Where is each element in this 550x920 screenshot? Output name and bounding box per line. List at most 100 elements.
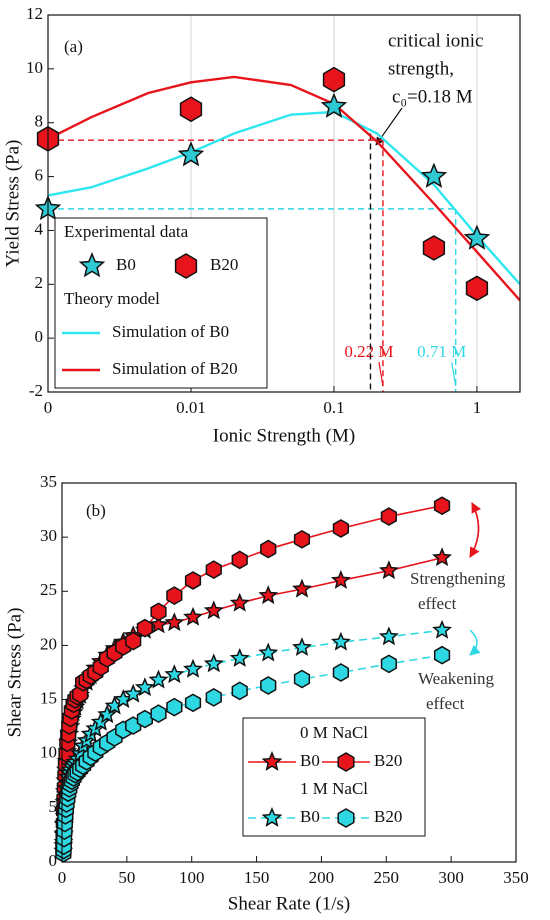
hexagon-marker bbox=[150, 704, 167, 724]
hexagon-marker bbox=[293, 669, 311, 689]
y-tick-label: 15 bbox=[40, 688, 57, 707]
x-tick-label: 0.01 bbox=[176, 398, 206, 417]
panel-label: (a) bbox=[64, 37, 83, 56]
legend-title: 1 M NaCl bbox=[300, 779, 368, 798]
x-tick-label: 200 bbox=[309, 868, 335, 887]
legend-label: B20 bbox=[210, 255, 238, 274]
legend-title: 0 M NaCl bbox=[300, 723, 368, 742]
hexagon-marker bbox=[231, 681, 248, 701]
series-line bbox=[47, 75, 521, 302]
x-axis-label: Shear Rate (1/s) bbox=[228, 893, 350, 914]
y-tick-label: 10 bbox=[40, 743, 57, 762]
legend-label: B0 bbox=[300, 751, 320, 770]
x-tick-label: 50 bbox=[118, 868, 135, 887]
star-marker bbox=[134, 677, 155, 697]
hexagon-marker bbox=[166, 697, 183, 717]
hexagon-marker bbox=[380, 654, 397, 674]
star-marker bbox=[258, 642, 279, 662]
hexagon-marker bbox=[337, 752, 355, 772]
annotation: effect bbox=[418, 594, 457, 613]
star-marker bbox=[320, 92, 348, 118]
hexagon-marker bbox=[184, 571, 202, 590]
x-tick-label: 0 bbox=[58, 868, 67, 887]
annotation: c₀=0.18 M bbox=[392, 86, 473, 107]
star-marker bbox=[463, 224, 491, 250]
star-marker bbox=[183, 606, 203, 626]
star-marker bbox=[420, 162, 448, 188]
star-marker bbox=[148, 614, 169, 634]
star-marker bbox=[229, 592, 250, 612]
annotation: Strengthening bbox=[410, 569, 506, 588]
star-marker bbox=[261, 807, 283, 827]
x-tick-label: 100 bbox=[179, 868, 205, 887]
annotation: strength, bbox=[388, 58, 454, 79]
y-tick-label: 35 bbox=[40, 472, 57, 491]
annotation: effect bbox=[426, 694, 465, 713]
y-tick-label: 12 bbox=[26, 4, 43, 23]
x-axis-label: Ionic Strength (M) bbox=[213, 425, 355, 446]
hexagon-marker bbox=[322, 66, 346, 93]
hexagon-marker bbox=[205, 560, 222, 579]
star-marker bbox=[292, 578, 312, 598]
star-marker bbox=[261, 751, 283, 771]
star-marker bbox=[292, 637, 312, 657]
hexagon-marker bbox=[205, 688, 222, 707]
hexagon-marker bbox=[231, 550, 248, 570]
star-marker bbox=[177, 141, 205, 167]
hexagon-marker bbox=[150, 602, 167, 622]
x-tick-label: 0.1 bbox=[323, 398, 344, 417]
hexagon-marker bbox=[433, 496, 451, 516]
y-tick-label: 10 bbox=[26, 58, 43, 77]
hexagon-marker bbox=[337, 808, 355, 828]
legend-label: B0 bbox=[300, 807, 320, 826]
star-marker bbox=[97, 704, 118, 724]
x-tick-label: 250 bbox=[374, 868, 400, 887]
x-tick-label: 0 bbox=[44, 398, 53, 417]
legend-label: B20 bbox=[374, 807, 402, 826]
plot-frame bbox=[47, 14, 521, 393]
star-marker bbox=[203, 653, 224, 673]
hexagon-marker bbox=[433, 645, 451, 665]
y-tick-label: 8 bbox=[35, 112, 44, 131]
hexagon-marker bbox=[293, 529, 311, 549]
hexagon-marker bbox=[332, 663, 349, 682]
star-marker bbox=[183, 658, 203, 678]
reference-arrow bbox=[451, 361, 457, 387]
hexagon-marker bbox=[166, 586, 183, 605]
star-marker bbox=[164, 612, 185, 632]
hexagon-marker bbox=[260, 676, 277, 695]
star-marker bbox=[229, 647, 250, 667]
panel-label: (b) bbox=[86, 501, 106, 520]
star-marker bbox=[432, 547, 453, 567]
star-marker bbox=[258, 585, 279, 605]
y-tick-label: 6 bbox=[35, 165, 44, 184]
x-tick-label: 350 bbox=[503, 868, 529, 887]
reference-label: 0.22 M bbox=[344, 342, 393, 361]
legend-title: Theory model bbox=[64, 289, 160, 308]
y-tick-label: 30 bbox=[40, 526, 57, 545]
x-tick-label: 300 bbox=[438, 868, 464, 887]
reference-arrow bbox=[378, 361, 384, 387]
arrow bbox=[469, 502, 480, 558]
arrow bbox=[469, 629, 481, 656]
annotation: Weakening bbox=[418, 669, 495, 688]
hexagon-marker bbox=[174, 253, 198, 279]
hexagon-marker bbox=[184, 693, 202, 713]
hexagon-marker bbox=[332, 519, 349, 538]
hexagon-marker bbox=[260, 539, 277, 559]
star-marker bbox=[78, 252, 106, 278]
star-marker bbox=[330, 631, 351, 651]
plot-frame bbox=[61, 482, 517, 863]
x-tick-label: 150 bbox=[244, 868, 270, 887]
y-axis-label: Shear Stress (Pa) bbox=[4, 608, 25, 738]
legend-label: Simulation of B0 bbox=[112, 322, 229, 341]
annotation: critical ionic bbox=[388, 30, 483, 51]
y-tick-label: 25 bbox=[40, 580, 57, 599]
legend-title: Experimental data bbox=[64, 222, 189, 241]
star-marker bbox=[123, 683, 144, 703]
hexagon-marker bbox=[380, 507, 397, 526]
y-tick-label: 5 bbox=[49, 797, 58, 816]
y-axis-label: Yield Stress (Pa) bbox=[2, 140, 23, 268]
hexagon-marker bbox=[422, 235, 446, 261]
